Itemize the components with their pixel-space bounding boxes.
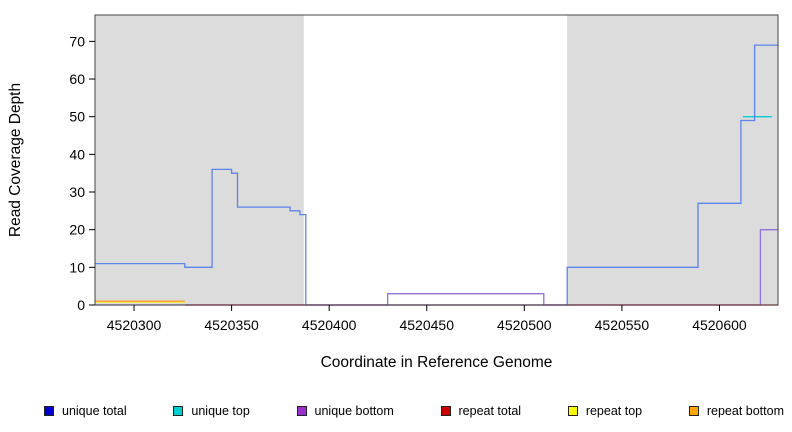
legend-label: repeat total [458, 404, 522, 418]
y-tick-label: 20 [69, 222, 85, 238]
x-tick-label: 4520350 [204, 317, 259, 333]
legend-item-repeat-total: repeat total [440, 404, 522, 418]
y-tick-label: 30 [69, 184, 85, 200]
x-axis-title: Coordinate in Reference Genome [321, 354, 553, 371]
legend-swatch [688, 406, 699, 416]
y-tick-label: 40 [69, 146, 85, 162]
x-tick-label: 4520400 [302, 317, 357, 333]
legend-item-unique-top: unique top [173, 404, 250, 418]
x-tick-label: 4520600 [692, 317, 747, 333]
legend-label: repeat top [585, 404, 643, 418]
legend-label: unique top [191, 404, 250, 418]
series-unique-total [95, 44, 778, 306]
coverage-plot: 4520300 4520350 4520400 4520450 4520500 45205… [7, 14, 779, 371]
legend-item-unique-total: unique total [44, 404, 127, 418]
x-tick-label: 4520300 [107, 317, 162, 333]
x-tick-label: 4520450 [399, 317, 454, 333]
shaded-region [95, 15, 304, 305]
legend-item-repeat-top: repeat top [567, 404, 643, 418]
series-unique-bottom [95, 229, 778, 306]
legend-item-repeat-bottom: repeat bottom [688, 404, 784, 418]
legend-label: unique bottom [314, 404, 394, 418]
legend-swatch [296, 406, 307, 416]
plot-box [94, 14, 779, 306]
legend-item-unique-bottom: unique bottom [296, 404, 394, 418]
y-tick-label: 10 [69, 259, 85, 275]
y-tick-label: 60 [69, 71, 85, 87]
x-tick-label: 4520550 [595, 317, 650, 333]
x-tick-label: 4520500 [497, 317, 552, 333]
y-axis-title: Read Coverage Depth [7, 83, 24, 237]
legend: unique total unique top unique bottom repea… [44, 399, 784, 423]
legend-swatch [567, 406, 578, 416]
shaded-region [567, 15, 778, 305]
legend-swatch [173, 406, 184, 416]
legend-label: repeat bottom [706, 404, 784, 418]
legend-swatch [44, 406, 54, 416]
legend-swatch [440, 406, 451, 416]
y-tick-label: 70 [69, 33, 85, 49]
y-tick-label: 50 [69, 109, 85, 125]
y-tick-label: 0 [77, 297, 85, 313]
legend-label: unique total [62, 404, 127, 418]
